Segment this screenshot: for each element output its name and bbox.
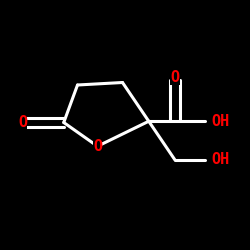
Text: O: O [170, 70, 179, 85]
Text: O: O [93, 139, 102, 154]
Text: OH: OH [211, 114, 230, 129]
Text: O: O [18, 115, 27, 130]
Text: OH: OH [211, 152, 230, 168]
